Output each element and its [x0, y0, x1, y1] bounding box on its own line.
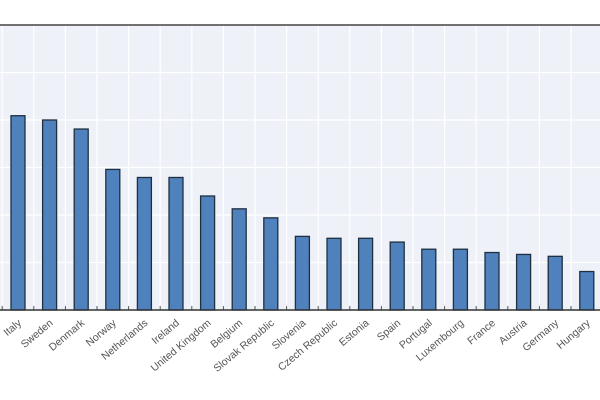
bar-denmark	[73, 128, 89, 311]
bar-united-kingdom	[199, 195, 216, 311]
bar-austria	[515, 253, 532, 311]
x-tick-label: Italy	[1, 317, 24, 339]
x-tick-label: France	[465, 317, 498, 347]
bar-hungary	[579, 270, 595, 311]
bar-estonia	[357, 237, 374, 311]
bar-norway	[105, 168, 121, 311]
bar-germany	[547, 255, 563, 311]
bar-czech-republic	[326, 237, 342, 311]
bar-netherlands	[136, 176, 153, 311]
x-tick-label: Hungary	[555, 317, 594, 352]
bar-luxembourg	[452, 248, 469, 311]
bar-france	[484, 251, 500, 311]
bar-ireland	[168, 176, 184, 311]
bar-spain	[389, 241, 405, 311]
bar-slovak-republic	[263, 217, 279, 311]
x-tick-label: Germany	[520, 317, 561, 354]
bar-italy	[10, 115, 26, 311]
bar-sweden	[41, 119, 58, 311]
x-tick-label: Denmark	[47, 317, 88, 354]
x-tick-label: Estonia	[337, 317, 372, 349]
bar-portugal	[421, 248, 437, 311]
bar-slovenia	[294, 235, 311, 311]
bar-belgium	[231, 208, 247, 311]
